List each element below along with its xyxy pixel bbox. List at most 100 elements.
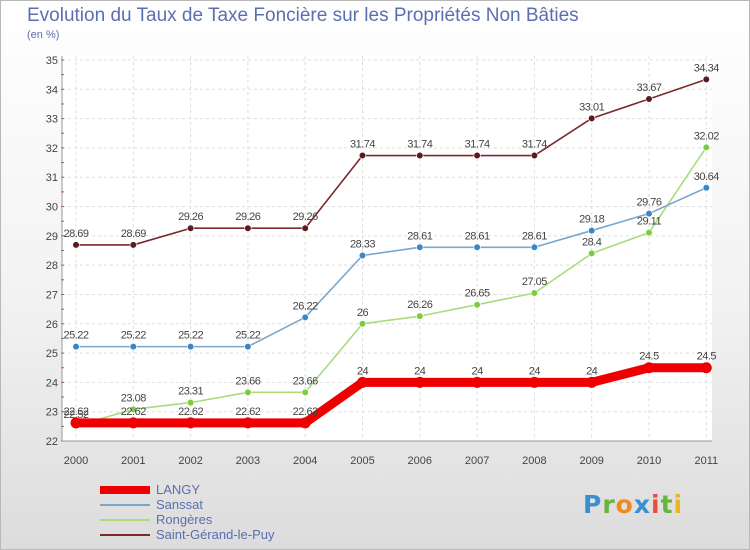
data-label: 26.26 [407,299,432,311]
y-tick-label: 23 [46,407,58,419]
data-label: 32.02 [694,130,719,142]
x-tick-label: 2009 [579,455,603,467]
data-label: 23.66 [293,375,318,387]
data-label: 28.61 [465,230,490,242]
data-label: 25.22 [63,330,88,342]
data-point [702,143,710,151]
legend-item: Saint-Gérand-le-Puy [100,527,275,542]
legend-item: Rongères [100,512,275,527]
data-label: 29.26 [178,211,203,223]
legend-label: LANGY [156,482,201,497]
x-tick-label: 2006 [408,455,432,467]
legend-swatch [100,503,150,506]
chart-legend: LANGY Sanssat Rongères Saint-Gérand-le-Puy [100,482,275,542]
data-point [414,376,426,388]
data-point [473,301,481,309]
data-point [301,313,309,321]
y-tick-label: 28 [46,260,58,272]
data-label: 31.74 [350,139,375,151]
data-label: 28.61 [522,230,547,242]
data-point [530,151,539,160]
chart-title: Evolution du Taux de Taxe Foncière sur l… [27,5,579,26]
series-line [75,146,708,427]
data-label: 25.22 [121,330,146,342]
series-line [75,78,708,246]
logo-letter: o [615,490,634,519]
legend-label: Rongères [156,512,213,527]
data-point [187,399,195,407]
y-unit-label: (en %) [27,29,60,41]
data-label: 23.66 [235,375,260,387]
data-label: 24.5 [639,351,659,363]
data-label: 31.74 [407,139,432,151]
x-tick-label: 2004 [293,455,317,467]
data-label: 28.69 [121,228,146,240]
data-point [185,417,197,429]
data-label: 29.26 [293,211,318,223]
data-label: 24 [414,365,426,377]
data-point [645,95,653,103]
data-label: 22.62 [63,406,88,418]
data-point [358,251,367,260]
x-tick-label: 2008 [522,455,546,467]
legend-swatch [100,485,150,494]
data-point [358,320,367,328]
y-tick-label: 22 [46,436,58,448]
y-tick-label: 24 [46,377,58,389]
series-line [71,363,711,428]
x-tick-label: 2010 [637,455,661,467]
legend-swatch [100,533,150,536]
logo-letter: x [633,490,651,519]
logo-letter: i [673,490,684,519]
data-point [530,243,539,251]
data-point [127,417,139,429]
data-label: 24 [586,365,598,377]
data-point [473,151,481,160]
data-point [588,226,596,235]
y-tick-label: 35 [46,55,58,67]
y-tick-label: 29 [46,231,58,243]
data-label: 29.18 [579,214,604,226]
data-label: 31.74 [522,139,547,151]
data-label: 28.69 [63,228,88,240]
data-label: 30.64 [694,171,719,183]
data-label: 22.52 [63,409,88,421]
data-label: 22.62 [121,406,146,418]
data-point [473,243,481,251]
proxiti-logo: Proxiti [583,490,683,519]
data-label: 28.61 [407,230,432,242]
logo-letter: P [583,490,603,519]
data-label: 26.65 [465,288,490,300]
legend-label: Saint-Gérand-le-Puy [156,527,275,542]
data-label: 28.4 [582,236,602,248]
data-label: 29.76 [636,197,661,209]
y-tick-label: 30 [46,202,58,214]
data-point [645,209,653,218]
x-tick-label: 2001 [121,455,145,467]
data-point [301,388,309,396]
x-tick-label: 2007 [465,455,489,467]
data-label: 33.67 [636,82,661,94]
data-label: 29.11 [637,216,662,228]
data-label: 31.74 [465,139,490,151]
data-point [357,376,368,388]
data-label: 24 [357,365,369,377]
data-label: 22.62 [178,406,203,418]
data-point [129,343,137,351]
data-label: 24.5 [697,351,717,363]
x-tick-label: 2005 [350,455,374,467]
data-point [358,151,367,160]
y-tick-label: 25 [46,348,58,360]
x-tick-label: 2000 [64,455,88,467]
x-tick-label: 2002 [178,455,202,467]
logo-letter: r [602,490,616,519]
data-label: 24 [529,365,541,377]
legend-label: Sanssat [156,497,203,512]
data-point [244,224,252,232]
y-tick-label: 27 [46,289,58,301]
data-label: 22.62 [293,406,318,418]
data-point [244,343,252,351]
data-point [416,151,424,160]
data-point [187,343,195,351]
